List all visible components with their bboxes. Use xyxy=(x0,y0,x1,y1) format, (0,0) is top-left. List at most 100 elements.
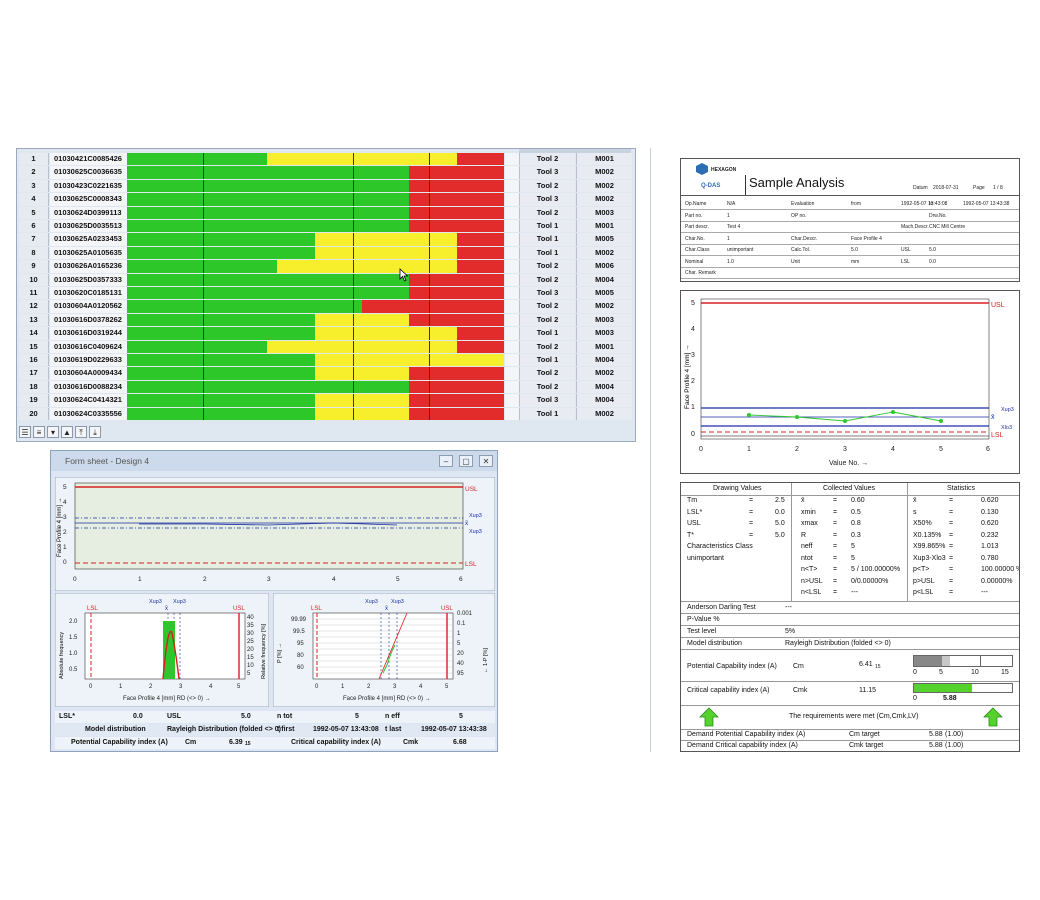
table-row[interactable]: 12 01030604A0120562 Tool 2 M002 xyxy=(19,300,633,313)
stats-cell: LSL* xyxy=(687,508,703,516)
table-row[interactable]: 1 01030421C0085426 Tool 2 M001 xyxy=(19,153,633,166)
maximize-icon[interactable]: ▢ xyxy=(459,455,473,467)
table-row[interactable]: 9 01030626A0165236 Tool 2 M006 xyxy=(19,260,633,273)
stats-cell: 0.8 xyxy=(851,520,861,527)
brand-name: HEXAGON xyxy=(711,167,737,173)
bar-tick xyxy=(203,287,204,300)
machine-cell: M002 xyxy=(576,300,632,313)
table-row[interactable]: 18 01030616D0088234 Tool 2 M004 xyxy=(19,380,633,394)
stats-cell: = xyxy=(833,577,838,585)
mouse-cursor-icon xyxy=(399,268,409,282)
filter-icon[interactable]: ☰ xyxy=(19,426,31,438)
spacer-cell xyxy=(505,166,519,179)
deviation-bar-segment xyxy=(127,220,409,233)
deviation-bar-segment xyxy=(409,287,504,300)
table-row[interactable]: 15 01030616C0409624 Tool 2 M001 xyxy=(19,340,633,354)
grid-line xyxy=(681,740,1019,741)
deviation-bar-segment xyxy=(127,153,267,166)
minimize-icon[interactable]: – xyxy=(439,455,453,467)
table-row[interactable]: 7 01030625A0233453 Tool 1 M005 xyxy=(19,233,633,246)
value-x-tick: 4 xyxy=(891,446,895,453)
run-lsl-label: LSL xyxy=(465,561,477,568)
table-row[interactable]: 19 01030624C0414321 Tool 3 M004 xyxy=(19,394,633,407)
table-row[interactable]: 16 01030619D0229633 Tool 1 M004 xyxy=(19,354,633,367)
prob-y2-tick: 20 xyxy=(457,651,464,657)
table-row[interactable]: 14 01030616D0319244 Tool 1 M003 xyxy=(19,327,633,340)
row-number: 18 xyxy=(19,380,49,394)
prob-y2-tick: 95 xyxy=(457,671,464,677)
bar-tick xyxy=(203,273,204,286)
deviation-bar-segment xyxy=(409,166,504,179)
deviation-bar-segment xyxy=(127,340,267,353)
deviation-bar-segment xyxy=(409,193,504,206)
bar-tick xyxy=(429,300,430,313)
table-row[interactable]: 10 01030625D0357333 Tool 2 M004 xyxy=(19,273,633,287)
deviation-bar xyxy=(127,153,504,166)
tool-cell: Tool 1 xyxy=(519,407,575,420)
bar-tick xyxy=(353,153,354,166)
page-label: Page xyxy=(973,185,985,191)
run-xup-label: Xup3 xyxy=(469,513,482,519)
table-row[interactable]: 6 01030625D0035513 Tool 1 M001 xyxy=(19,220,633,233)
value-y-label: Face Profile 4 [mm] → xyxy=(684,344,691,409)
table-column-header[interactable] xyxy=(519,149,631,153)
stats-cell: p<LSL xyxy=(913,589,934,596)
pane-divider[interactable] xyxy=(650,148,651,752)
deviation-bar xyxy=(127,179,504,193)
stats-cell: x̄ xyxy=(801,497,805,504)
table-row[interactable]: 5 01030624D0399113 Tool 2 M003 xyxy=(19,206,633,220)
prob-x-tick: 5 xyxy=(445,684,449,690)
bar-tick xyxy=(429,394,430,407)
close-icon[interactable]: ✕ xyxy=(479,455,493,467)
stats-cell: = xyxy=(833,508,838,516)
table-row[interactable]: 4 01030625C0008343 Tool 3 M002 xyxy=(19,193,633,206)
table-row[interactable]: 2 01030625C0036635 Tool 3 M002 xyxy=(19,166,633,179)
dropdown-icon[interactable]: ▾ xyxy=(47,426,59,438)
move-top-icon[interactable]: ⤒ xyxy=(75,426,87,438)
tool-cell: Tool 1 xyxy=(519,233,575,246)
hist-usl-label: USL xyxy=(233,606,245,612)
hist-lsl-label: LSL xyxy=(87,606,98,612)
machine-cell: M002 xyxy=(576,246,632,260)
tool-cell: Tool 1 xyxy=(519,354,575,367)
part-id: 01030625C0008343 xyxy=(50,193,146,206)
spacer-cell xyxy=(505,193,519,206)
deviation-bar xyxy=(127,300,504,313)
deviation-bar-segment xyxy=(127,273,409,286)
part-id: 01030625D0035513 xyxy=(50,220,146,233)
table-row[interactable]: 8 01030625A0105635 Tool 1 M002 xyxy=(19,246,633,260)
deviation-bar xyxy=(127,354,504,367)
row-number: 10 xyxy=(19,273,49,286)
grid-line xyxy=(681,601,1019,602)
value-y-tick: 0 xyxy=(691,431,695,438)
stats-cell: 5 xyxy=(851,543,855,550)
spacer-cell xyxy=(505,233,519,246)
prob-y-tick: 99.99 xyxy=(291,617,307,623)
bar-tick xyxy=(203,367,204,380)
part-id: 01030620C0185131 xyxy=(50,287,146,300)
table-row[interactable]: 3 01030423C0221635 Tool 2 M002 xyxy=(19,179,633,193)
move-up-icon[interactable]: ▲ xyxy=(61,426,73,438)
hist-y-tick: 1.5 xyxy=(69,635,78,641)
cm-scale-fill xyxy=(942,656,950,666)
table-row[interactable]: 11 01030620C0185131 Tool 3 M005 xyxy=(19,287,633,300)
tool-cell: Tool 2 xyxy=(519,206,575,219)
table-toolbar: ☰ ≡ ▾ ▲ ⤒ ⤓ xyxy=(19,422,103,438)
demand-cmk-label: Demand Critical capability index (A) xyxy=(687,742,798,749)
table-row[interactable]: 17 01030604A0009434 Tool 2 M002 xyxy=(19,367,633,380)
header-row-divider xyxy=(681,278,1019,279)
sort-icon[interactable]: ≡ xyxy=(33,426,45,438)
cm-value: 6.39 xyxy=(229,739,243,746)
form-sheet-titlebar[interactable]: Form sheet - Design 4 – ▢ ✕ xyxy=(51,451,497,471)
stats-cell: = xyxy=(749,497,754,504)
bar-tick xyxy=(203,246,204,260)
table-row[interactable]: 13 01030616D0378262 Tool 2 M003 xyxy=(19,313,633,327)
move-bottom-icon[interactable]: ⤓ xyxy=(89,426,101,438)
deviation-bar xyxy=(127,313,504,327)
part-id: 01030421C0085426 xyxy=(50,153,146,166)
run-xlo-label: Xup3 xyxy=(469,529,482,535)
deviation-bar-segment xyxy=(127,179,409,193)
table-row[interactable]: 20 01030624C0335556 Tool 1 M002 xyxy=(19,407,633,421)
prob-y2-label: ← 1-P [%] xyxy=(483,648,489,673)
tfirst-label: t first xyxy=(277,726,295,733)
